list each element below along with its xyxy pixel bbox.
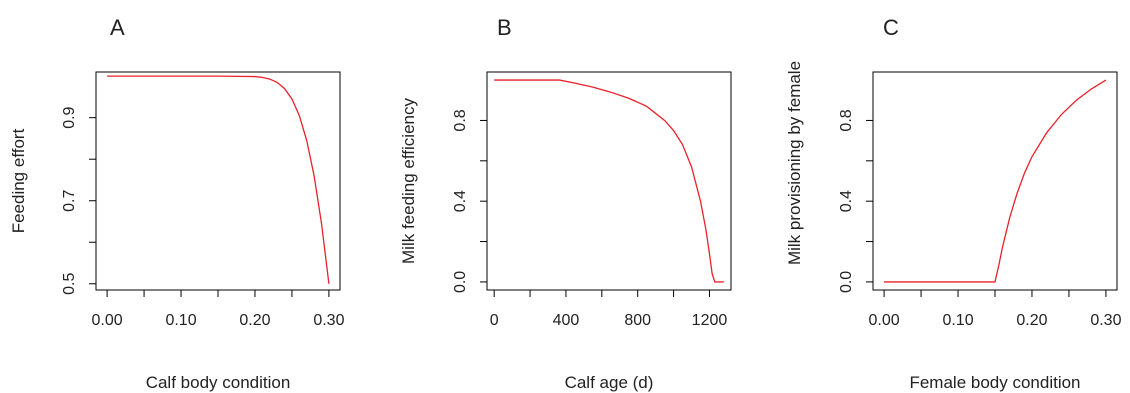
panel-a-y-axis-label: Feeding effort: [9, 128, 28, 233]
panel-c-y-tick-label: 0.0: [838, 271, 855, 293]
panel-a-x-tick-label: 0.10: [165, 312, 196, 329]
panel-a-x-axis: 0.00 0.10 0.20 0.30: [92, 290, 345, 329]
panel-b-y-tick-label: 0.0: [452, 271, 469, 293]
panel-b: B 0.0 0.4 0.8 0 400 800 1200 Calf age (d) Mil…: [399, 15, 732, 392]
panel-b-series: [494, 79, 724, 283]
panel-c-x-tick-label: 0.30: [1090, 312, 1121, 329]
panel-a-y-tick-label: 0.9: [61, 106, 78, 128]
panel-a: A 0.5 0.7 0.9 0.00 0.10 0.20 0.30 Calf body c…: [9, 15, 345, 392]
panel-b-y-tick-label: 0.8: [452, 109, 469, 131]
panel-c-y-axis-label: Milk provisioning by female: [785, 61, 804, 265]
panel-a-y-tick-label: 0.7: [61, 190, 78, 212]
panel-a-y-tick-label: 0.5: [61, 273, 78, 295]
panel-c-x-tick-label: 0.10: [942, 312, 973, 329]
panel-c-y-tick-label: 0.8: [838, 109, 855, 131]
panel-a-x-tick-label: 0.30: [313, 312, 344, 329]
panel-b-plot-frame: [486, 71, 732, 291]
panel-c-plot-frame: [872, 71, 1118, 291]
panel-c-x-axis: 0.00 0.10 0.20 0.30: [869, 290, 1122, 329]
panel-b-y-tick-label: 0.4: [452, 190, 469, 212]
panel-c-series-line: [884, 79, 1107, 283]
panel-b-x-tick-label: 800: [624, 312, 651, 329]
panel-a-series: [107, 75, 330, 284]
panel-c-x-tick-label: 0.20: [1016, 312, 1047, 329]
panel-a-plot-frame: [95, 71, 341, 291]
panel-c-x-axis-label: Female body condition: [909, 373, 1080, 392]
panel-b-label: B: [497, 15, 512, 40]
panel-a-x-axis-label: Calf body condition: [146, 373, 291, 392]
panel-b-y-axis-label: Milk feeding efficiency: [399, 98, 418, 264]
panel-b-x-axis: 0 400 800 1200: [490, 290, 728, 329]
panel-c-label: C: [883, 15, 899, 40]
panel-a-y-axis: 0.5 0.7 0.9: [61, 106, 96, 295]
panel-a-label: A: [110, 15, 125, 40]
panel-b-y-axis: 0.0 0.4 0.8: [452, 109, 487, 293]
panel-c: C 0.0 0.4 0.8 0.00 0.10 0.20 0.30 Female body…: [785, 15, 1122, 392]
panel-b-x-tick-label: 400: [553, 312, 580, 329]
panel-c-series: [884, 79, 1107, 283]
panel-a-x-tick-label: 0.00: [92, 312, 123, 329]
panel-b-series-line: [494, 79, 724, 283]
panel-b-x-tick-label: 0: [490, 312, 499, 329]
panel-c-x-tick-label: 0.00: [869, 312, 900, 329]
panel-c-y-tick-label: 0.4: [838, 190, 855, 212]
panel-b-x-axis-label: Calf age (d): [565, 373, 654, 392]
panel-b-x-tick-label: 1200: [692, 312, 728, 329]
panel-a-x-tick-label: 0.20: [239, 312, 270, 329]
panel-c-y-axis: 0.0 0.4 0.8: [838, 109, 873, 293]
panel-a-series-line: [107, 75, 330, 284]
